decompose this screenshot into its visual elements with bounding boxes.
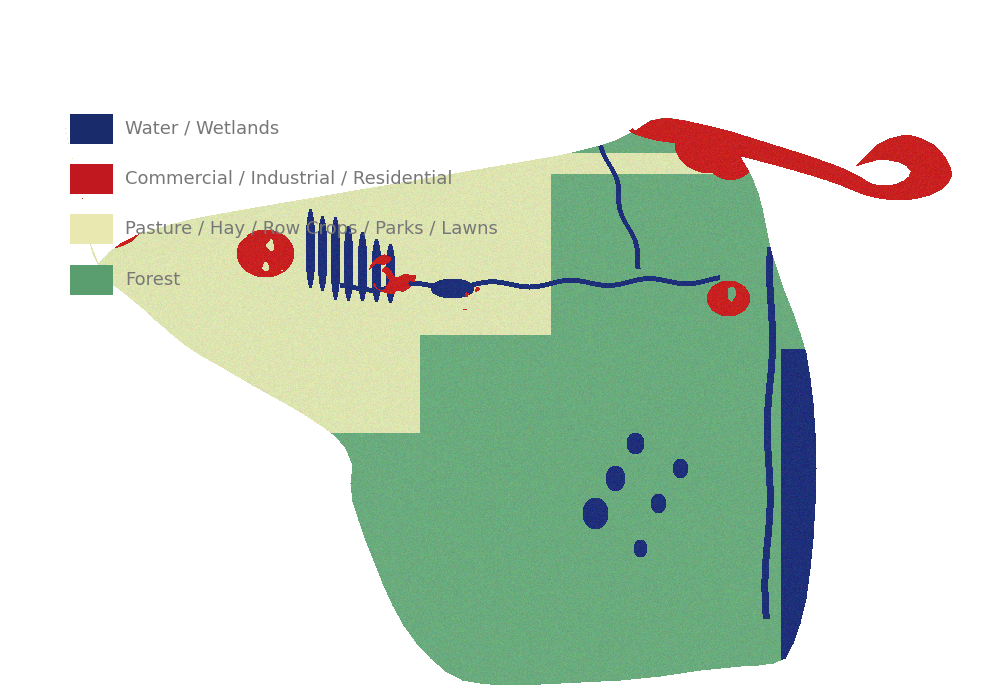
Text: Water / Wetlands: Water / Wetlands bbox=[125, 120, 279, 138]
Text: Pasture / Hay / Row Crops / Parks / Lawns: Pasture / Hay / Row Crops / Parks / Lawn… bbox=[125, 220, 498, 238]
Bar bbox=[70, 113, 113, 144]
Bar bbox=[70, 164, 113, 194]
Text: Commercial / Industrial / Residential: Commercial / Industrial / Residential bbox=[125, 170, 452, 188]
Text: Forest: Forest bbox=[125, 271, 180, 289]
Bar bbox=[70, 215, 113, 245]
Bar bbox=[70, 265, 113, 295]
